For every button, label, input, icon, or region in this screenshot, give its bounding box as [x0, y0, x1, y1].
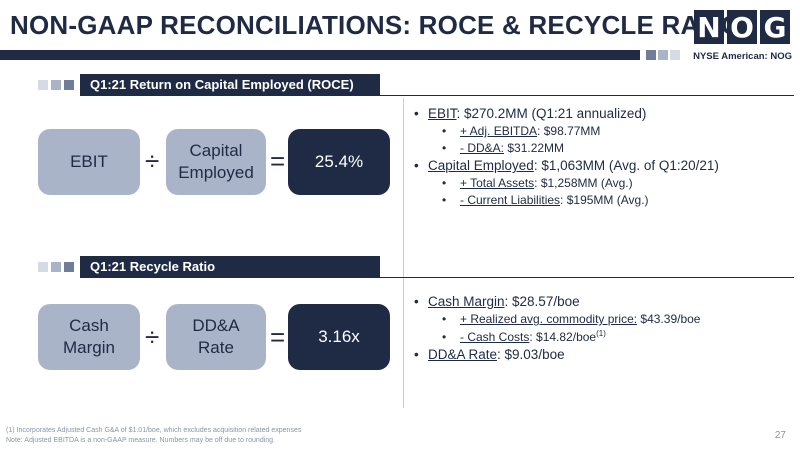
recycle-result-box: 3.16x: [288, 304, 390, 370]
recycle-heading: Q1:21 Recycle Ratio: [80, 256, 380, 278]
ebit-box: EBIT: [38, 129, 140, 195]
list-item: • + Total Assets: $1,258MM (Avg.): [442, 176, 633, 190]
equals-operator: =: [270, 322, 286, 352]
list-item: • Cash Margin: $28.57/boe: [414, 294, 580, 309]
cash-margin-line2: Margin: [63, 338, 115, 357]
footnote-1: (1) Incorporates Adjusted Cash G&A of $1…: [6, 427, 302, 434]
page-number: 27: [774, 430, 786, 441]
dda-rate-line1: DD&A: [192, 315, 240, 335]
capital-employed-box: Capital Employed: [166, 129, 266, 195]
capital-employed-line2: Employed: [178, 163, 254, 182]
exchange-label: NYSE American: NOG: [693, 51, 792, 62]
recycle-bullets: • Cash Margin: $28.57/boe • + Realized avg…: [414, 294, 700, 365]
page-title: NON-GAAP RECONCILIATIONS: ROCE & RECYCLE…: [10, 10, 742, 40]
dda-rate-line2: Rate: [198, 338, 234, 357]
list-item: • Capital Employed: $1,063MM (Avg. of Q1:…: [414, 158, 719, 173]
logo-letter-o: O: [727, 10, 757, 44]
equals-operator: =: [270, 146, 286, 176]
list-item: • - Cash Costs: $14.82/boe(1): [442, 329, 606, 344]
roce-result-box: 25.4%: [288, 129, 390, 195]
roce-result: 25.4%: [314, 151, 364, 171]
title-rule: [0, 50, 640, 60]
roce-heading-rule: [380, 95, 794, 96]
title-decor-squares: [646, 50, 680, 60]
cash-margin-line1: Cash: [69, 315, 109, 335]
logo-letter-g: G: [760, 10, 790, 44]
logo-letter-n: N: [694, 10, 724, 44]
roce-bullets: • EBIT: $270.2MM (Q1:21 annualized) • + Ad…: [414, 106, 719, 210]
list-item: • + Realized avg. commodity price: $43.39…: [442, 312, 701, 326]
list-item: • - Current Liabilities: $195MM (Avg.): [442, 193, 649, 207]
footnote-2: Note: Adjusted EBITDA is a non-GAAP meas…: [6, 437, 275, 444]
divide-operator: ÷: [145, 322, 160, 352]
recycle-result: 3.16x: [318, 326, 360, 346]
ebit-box-label: EBIT: [70, 151, 108, 171]
list-item: • EBIT: $270.2MM (Q1:21 annualized): [414, 106, 647, 121]
roce-heading: Q1:21 Return on Capital Employed (ROCE): [80, 74, 380, 96]
capital-employed-line1: Capital: [189, 140, 243, 160]
list-item: • + Adj. EBITDA: $98.77MM: [442, 124, 601, 138]
nog-logo: N O G: [694, 10, 790, 44]
list-item: • DD&A Rate: $9.03/boe: [414, 347, 565, 362]
roce-decor-squares: [38, 80, 74, 90]
recycle-decor-squares: [38, 262, 74, 272]
cash-margin-box: Cash Margin: [38, 304, 140, 370]
divide-operator: ÷: [145, 146, 160, 176]
recycle-heading-rule: [380, 277, 794, 278]
column-divider: [403, 98, 404, 408]
dda-rate-box: DD&A Rate: [166, 304, 266, 370]
list-item: • - DD&A: $31.22MM: [442, 141, 565, 155]
